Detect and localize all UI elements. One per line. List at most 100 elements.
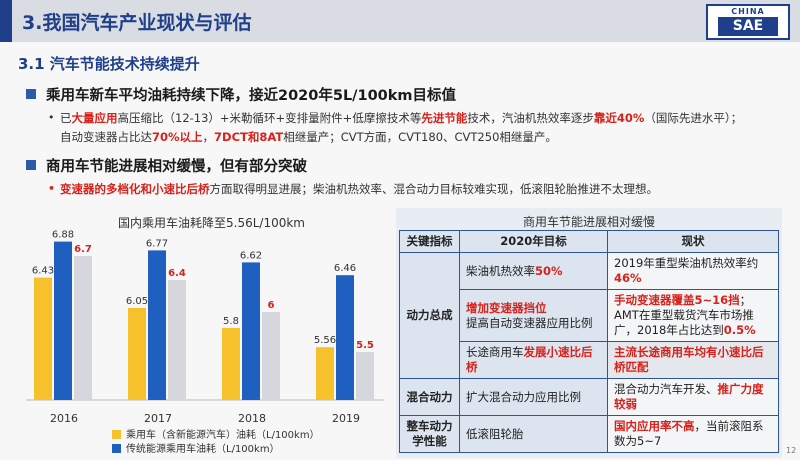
highlight-span: 靠近40% <box>593 111 645 125</box>
text-span: 方面取得明显进展；柴油机热效率、混合动力目标较难实现，低滚阻轮胎推进不太理想。 <box>209 182 659 196</box>
bar-2017-s1 <box>128 308 146 400</box>
key-vehicle-dynamics: 整车动力学性能 <box>399 415 460 453</box>
bar-2016-s2 <box>54 241 72 400</box>
passenger-line-2: 自动变速器占比达70%以上，7DCT和8AT相继量产；CVT方面，CVT180、… <box>60 129 557 145</box>
text-span: 混合动力汽车开发、 <box>614 382 718 396</box>
status-cell: 手动变速器覆盖5~16挡；AMT在重型载货汽车市场推广，2018年占比达到0.5… <box>607 289 779 342</box>
header-accent <box>0 0 12 42</box>
status-cell: 国内应用率不高，当前滚阻系数为5~7 <box>607 415 779 453</box>
commercial-line-1: 变速器的多档化和小速比后桥方面取得明显进展；柴油机热效率、混合动力目标较难实现，… <box>60 181 658 197</box>
highlight-span: 46% <box>614 271 642 285</box>
bar-2019-s1 <box>316 347 334 400</box>
commercial-heading: 商用车节能进展相对缓慢，但有部分突破 <box>26 155 307 176</box>
highlight-span: 主流长途商用车均有小速比后桥匹配 <box>614 345 764 374</box>
data-label-2016-s3: 6.7 <box>74 244 92 255</box>
table-title: 商用车节能进展相对缓慢 <box>522 215 655 229</box>
text-span: 相继量产；CVT方面，CVT180、CVT250相继量产。 <box>283 130 557 144</box>
text-span: 高压缩比（12-13）+米勒循环+变排量附件+低摩擦技术等 <box>117 111 422 125</box>
highlight-span: 50% <box>535 263 563 278</box>
target-cell: 长途商用车发展小速比后桥 <box>459 341 608 379</box>
highlight-span: 国内应用率不高 <box>614 419 695 433</box>
text-span: 长途商用车 <box>466 345 524 359</box>
key-hybrid: 混合动力 <box>399 378 460 416</box>
bar-2019-s2 <box>336 275 354 400</box>
table-row: 增加变速器挡位 提高自动变速器应用比例 手动变速器覆盖5~16挡；AMT在重型载货… <box>400 289 779 342</box>
highlight-span: 变速器的多档化和小速比后桥 <box>60 182 210 196</box>
target-cell: 低滚阻轮胎 <box>459 415 608 453</box>
bar-2016-s1 <box>34 277 52 400</box>
data-label-2016-s2: 6.88 <box>52 230 74 241</box>
status-cell: 混合动力汽车开发、推广力度较弱 <box>607 378 779 416</box>
highlight-span: 大量应用 <box>71 111 118 125</box>
table-row: 长途商用车发展小速比后桥 主流长途商用车均有小速比后桥匹配 <box>400 341 779 379</box>
data-label-2018-s2: 6.62 <box>240 250 262 261</box>
commercial-heading-text: 商用车节能进展相对缓慢，但有部分突破 <box>46 159 307 175</box>
data-label-2018-s3: 6 <box>268 300 275 311</box>
bar-2018-s1 <box>222 328 240 400</box>
table-header-row: 关键指标 2020年目标 现状 <box>399 230 779 253</box>
target-cell: 增加变速器挡位 提高自动变速器应用比例 <box>459 289 608 342</box>
text-span: ，当前滚阻系数为5~7 <box>614 419 764 448</box>
table-row: 动力总成 柴油机热效率50% 2019年重型柴油机热效率约46% <box>399 252 779 379</box>
text-span: 柴油机热效率 <box>466 263 535 278</box>
bar-2018-s2 <box>242 262 260 400</box>
text-span: 自动变速器占比达 <box>60 130 152 144</box>
highlight-span: 先进节能 <box>421 111 468 125</box>
highlight-span: 7DCT和8AT <box>214 130 284 144</box>
legend-label-s2: 传统能源乘用车油耗（L/100km） <box>126 442 280 455</box>
data-label-2018-s1: 5.8 <box>223 316 239 327</box>
legend-swatch-s1 <box>112 430 121 439</box>
text-span: 技术，汽油机热效率逐步 <box>467 111 594 125</box>
section-title: 3.1 汽车节能技术持续提升 <box>18 55 200 73</box>
chart-title: 国内乘用车油耗降至5.56L/100km <box>118 216 305 230</box>
legend-label-s1: 乘用车（含新能源汽车）油耗（L/100km） <box>126 428 320 441</box>
header-key: 关键指标 <box>399 230 460 253</box>
data-label-2016-s1: 6.43 <box>32 266 54 277</box>
text-span: 2019年重型柴油机热效率约 <box>614 256 759 270</box>
page-title: 3.我国汽车产业现状与评估 <box>22 12 252 34</box>
table-row: 混合动力 扩大混合动力应用比例 混合动力汽车开发、推广力度较弱 <box>399 378 779 416</box>
legend-swatch-s2 <box>112 444 121 453</box>
square-bullet-icon <box>26 89 36 99</box>
header-target: 2020年目标 <box>459 230 608 253</box>
status-cell: 主流长途商用车均有小速比后桥匹配 <box>607 341 779 379</box>
data-label-2019-s3: 5.5 <box>356 340 374 351</box>
dot-bullet-icon: • <box>48 111 55 124</box>
logo-text-top: CHINA <box>731 7 765 16</box>
passenger-heading-text: 乘用车新车平均油耗持续下降，接近2020年5L/100km目标值 <box>46 88 456 104</box>
bar-2017-s3 <box>168 280 186 400</box>
data-label-2017-s1: 6.05 <box>126 296 148 307</box>
bar-chart-svg: 6.43 6.886.7 2016 6.05 6.77 6.4 2017 5.8 6.62 6 20… <box>26 230 384 455</box>
highlight-span: 手动变速器覆盖5~16挡 <box>614 293 740 307</box>
passenger-heading: 乘用车新车平均油耗持续下降，接近2020年5L/100km目标值 <box>26 84 456 105</box>
fuel-consumption-chart: 国内乘用车油耗降至5.56L/100km 6.43 6.88 6.7 2016 6.05… <box>20 208 390 458</box>
target-cell: 柴油机热效率50% <box>459 252 608 290</box>
passenger-line-1: 已大量应用高压缩比（12-13）+米勒循环+变排量附件+低摩擦技术等先进节能技术… <box>60 110 742 126</box>
text-span: （国际先进水平）； <box>644 111 743 125</box>
highlight-span: 0.5% <box>723 323 756 337</box>
china-sae-logo: CHINA SAE <box>706 4 790 40</box>
text-span: 提高自动变速器应用比例 <box>466 315 593 330</box>
table-row: 整车动力学性能 低滚阻轮胎 国内应用率不高，当前滚阻系数为5~7 <box>399 415 779 453</box>
bar-2017-s2 <box>148 250 166 400</box>
key-powertrain: 动力总成 <box>399 252 460 379</box>
bar-2016-s3 <box>74 256 92 400</box>
header-status: 现状 <box>607 230 779 253</box>
highlight-span: 发展小速比后桥 <box>466 345 593 374</box>
data-label-2019-s1: 5.56 <box>314 335 336 346</box>
square-bullet-icon <box>26 160 36 170</box>
x-tick-2017: 2017 <box>144 412 172 425</box>
highlight-span: 增加变速器挡位 <box>466 300 547 315</box>
text-span: ， <box>202 130 215 144</box>
text-span: 已 <box>60 111 72 125</box>
highlight-span: 推广力度较弱 <box>614 382 764 411</box>
text-span: ；AMT在重型载货汽车市场推广，2018年占比达到 <box>614 293 754 337</box>
commercial-progress-table: 关键指标 2020年目标 现状 动力总成 柴油机热效率50% 2019年重型柴油… <box>399 230 779 453</box>
data-label-2017-s2: 6.77 <box>146 238 168 249</box>
data-label-2019-s2: 6.46 <box>334 263 356 274</box>
logo-text-bottom: SAE <box>718 17 778 36</box>
data-label-2017-s3: 6.4 <box>168 268 186 279</box>
commercial-progress-panel: 商用车节能进展相对缓慢 关键指标 2020年目标 现状 动力总成 柴油机热效率5… <box>396 208 782 458</box>
bar-2019-s3 <box>356 352 374 400</box>
x-tick-2016: 2016 <box>50 412 78 425</box>
